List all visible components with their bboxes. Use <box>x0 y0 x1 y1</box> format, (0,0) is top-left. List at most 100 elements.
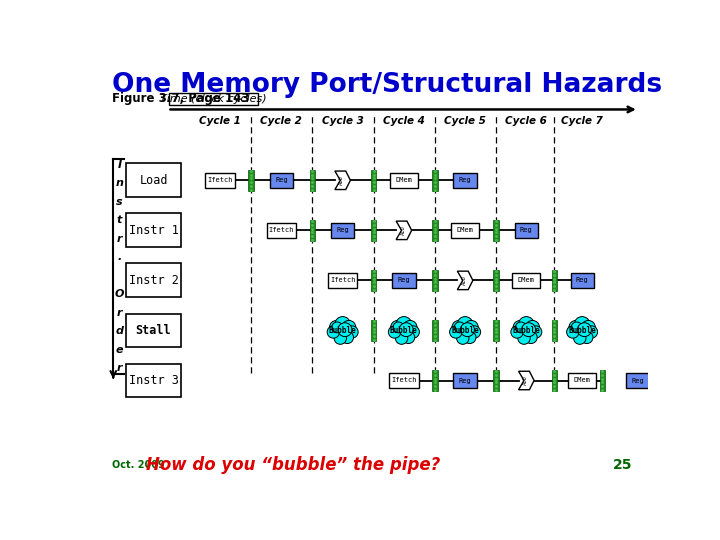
Bar <box>552 320 557 341</box>
Bar <box>248 170 254 191</box>
Circle shape <box>575 316 590 332</box>
Circle shape <box>399 323 413 336</box>
Circle shape <box>456 332 469 345</box>
Text: How do you “bubble” the pipe?: How do you “bubble” the pipe? <box>145 456 440 474</box>
Text: Reg: Reg <box>336 227 349 233</box>
Text: DMem: DMem <box>574 377 590 383</box>
Circle shape <box>396 316 412 332</box>
Text: Reg: Reg <box>631 377 644 383</box>
Text: Bubble: Bubble <box>568 326 596 335</box>
Bar <box>626 373 649 388</box>
Circle shape <box>338 323 352 336</box>
Bar <box>392 273 415 288</box>
Text: n: n <box>115 178 123 188</box>
Bar <box>493 370 499 392</box>
Text: DMem: DMem <box>395 177 413 183</box>
Circle shape <box>391 320 405 334</box>
Circle shape <box>395 332 408 345</box>
Circle shape <box>513 320 527 334</box>
Text: Cycle 2: Cycle 2 <box>261 116 302 126</box>
Text: Cycle 5: Cycle 5 <box>444 116 486 126</box>
Text: ALU: ALU <box>339 176 344 185</box>
Text: Cycle 6: Cycle 6 <box>505 116 547 126</box>
Bar <box>432 320 438 341</box>
Text: s: s <box>116 197 123 207</box>
Text: Cycle 3: Cycle 3 <box>322 116 364 126</box>
Circle shape <box>522 323 536 336</box>
Circle shape <box>581 320 595 334</box>
Bar <box>266 222 296 238</box>
Text: 25: 25 <box>613 458 632 472</box>
Text: Oct. 2009: Oct. 2009 <box>112 460 164 470</box>
Circle shape <box>335 316 351 332</box>
Text: r: r <box>117 363 122 373</box>
Bar <box>600 370 605 392</box>
Circle shape <box>342 320 356 334</box>
Bar <box>432 370 438 392</box>
Text: Bubble: Bubble <box>513 326 540 335</box>
Text: Ifetch: Ifetch <box>391 377 417 383</box>
Bar <box>432 170 438 191</box>
Polygon shape <box>457 271 473 289</box>
Bar <box>570 273 594 288</box>
Bar <box>454 173 477 188</box>
Text: DMem: DMem <box>456 227 474 233</box>
Bar <box>270 173 293 188</box>
Bar <box>432 269 438 291</box>
Circle shape <box>388 326 401 338</box>
Circle shape <box>516 322 526 333</box>
Bar <box>493 269 499 291</box>
Text: Bubble: Bubble <box>390 326 418 335</box>
Circle shape <box>525 331 537 343</box>
Text: DMem: DMem <box>518 278 535 284</box>
Text: ALU: ALU <box>523 376 528 386</box>
Circle shape <box>468 326 481 338</box>
Bar <box>390 173 418 188</box>
Text: Bubble: Bubble <box>451 326 479 335</box>
Text: Figure 3.7, Page 143: Figure 3.7, Page 143 <box>112 92 249 105</box>
Circle shape <box>330 320 343 334</box>
Text: I: I <box>117 160 122 170</box>
Text: Reg: Reg <box>576 278 588 284</box>
Bar <box>389 373 418 388</box>
Bar <box>432 220 438 241</box>
Circle shape <box>518 316 534 332</box>
Bar <box>493 320 499 341</box>
Text: Cycle 4: Cycle 4 <box>383 116 425 126</box>
Circle shape <box>518 332 530 345</box>
Circle shape <box>580 331 593 343</box>
Circle shape <box>327 326 340 338</box>
Circle shape <box>567 326 579 338</box>
Polygon shape <box>396 221 412 240</box>
Circle shape <box>569 320 583 334</box>
Text: Instr 2: Instr 2 <box>129 274 179 287</box>
Text: Reg: Reg <box>275 177 288 183</box>
Bar <box>371 320 377 341</box>
Bar <box>451 222 479 238</box>
Circle shape <box>402 331 415 343</box>
Circle shape <box>571 322 582 333</box>
Text: e: e <box>116 345 123 355</box>
Bar <box>126 164 181 197</box>
Bar <box>552 269 557 291</box>
Circle shape <box>529 326 542 338</box>
Text: Stall: Stall <box>136 324 171 337</box>
Text: Time (clock cycles): Time (clock cycles) <box>161 93 267 104</box>
Circle shape <box>332 322 343 333</box>
Bar <box>371 220 377 241</box>
Circle shape <box>574 332 586 345</box>
Bar <box>552 370 557 392</box>
Circle shape <box>577 323 591 336</box>
Text: Instr 3: Instr 3 <box>129 374 179 387</box>
Circle shape <box>464 320 478 334</box>
Bar <box>310 170 315 191</box>
Bar <box>126 363 181 397</box>
Circle shape <box>334 332 346 345</box>
Bar <box>331 222 354 238</box>
Circle shape <box>585 326 598 338</box>
Circle shape <box>346 326 358 338</box>
Circle shape <box>449 326 462 338</box>
Bar <box>328 273 357 288</box>
Bar <box>169 92 258 105</box>
Text: O: O <box>114 289 125 299</box>
